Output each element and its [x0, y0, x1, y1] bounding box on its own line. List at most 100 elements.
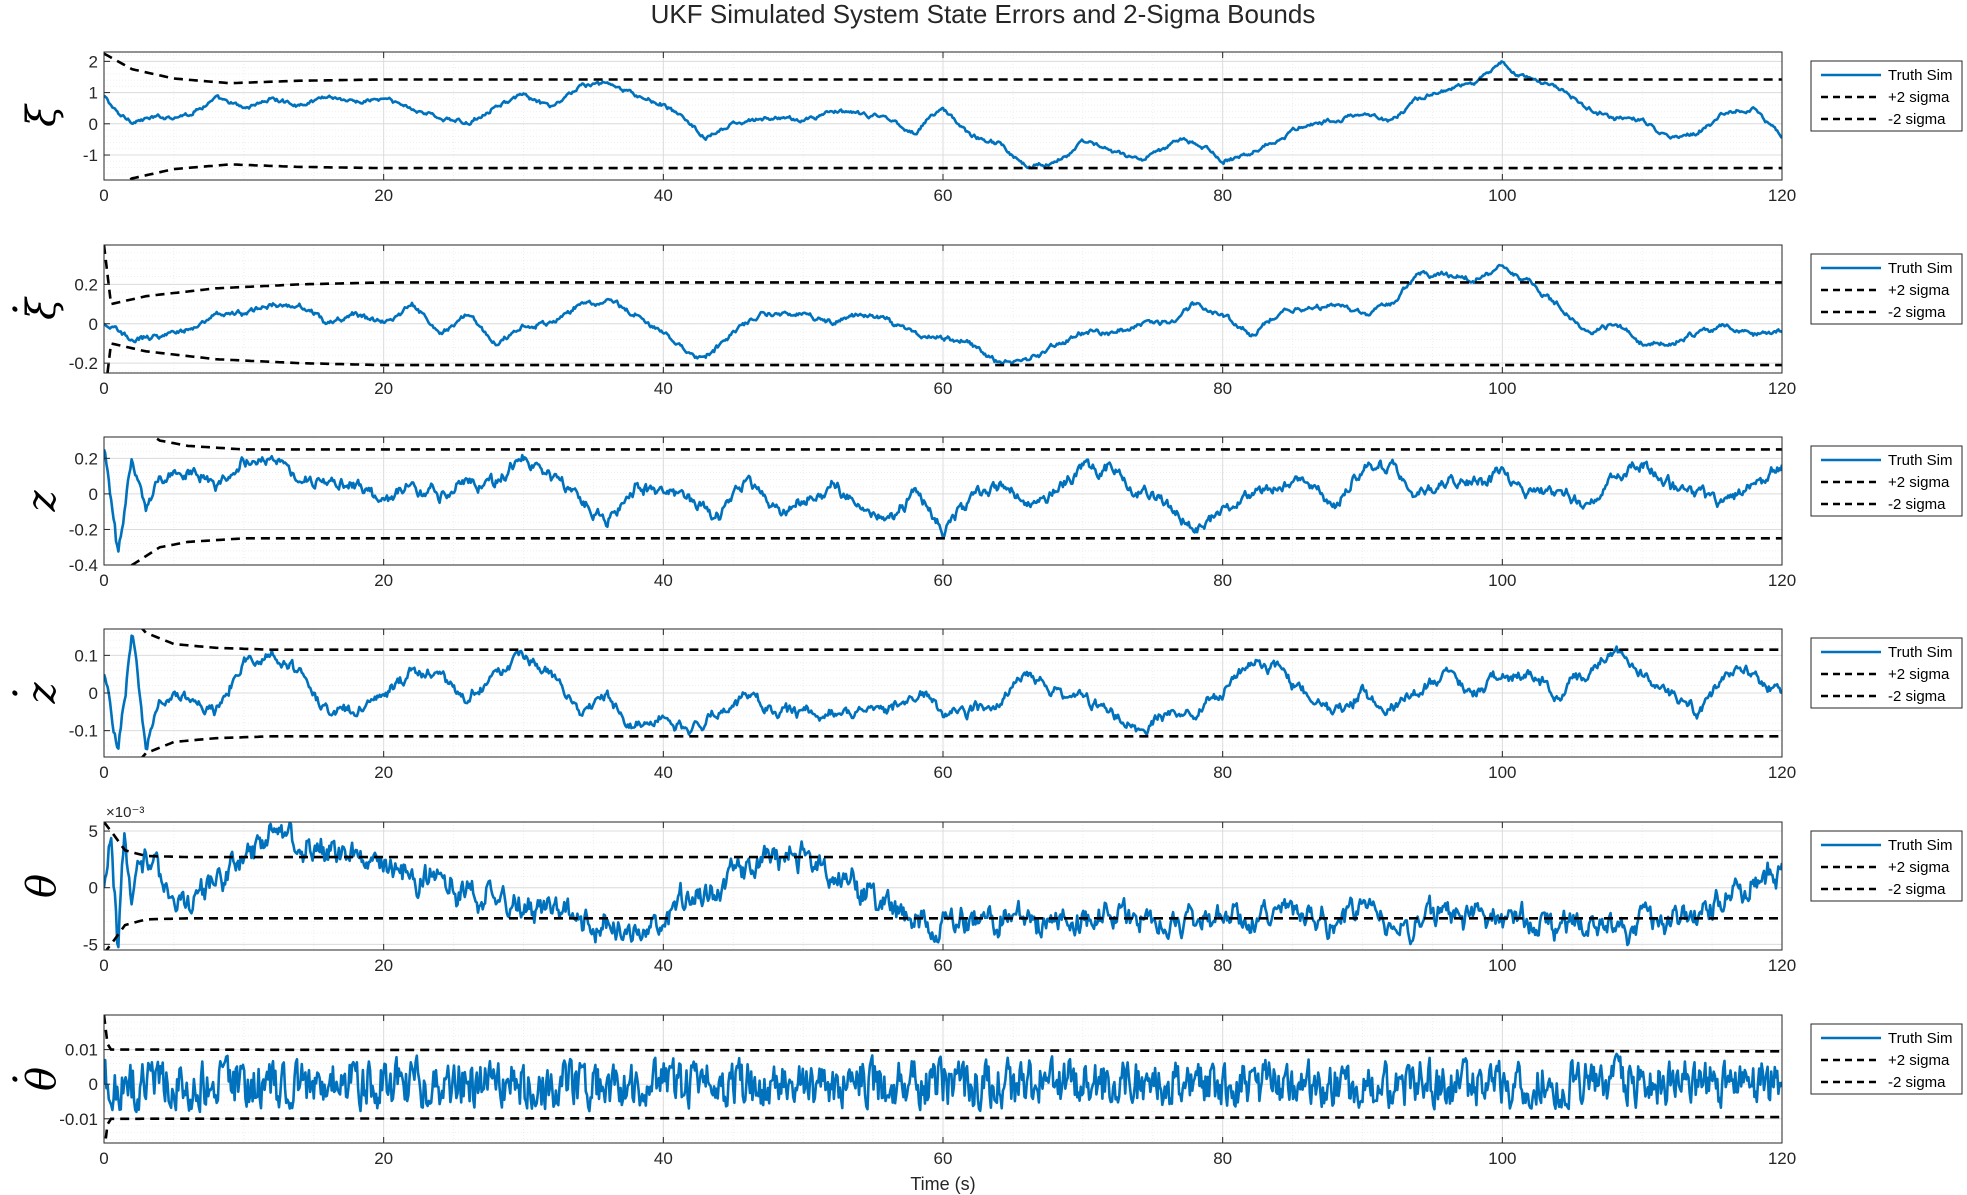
legend: Truth Sim +2 sigma -2 sigma: [1810, 830, 1963, 902]
x-tick-label: 80: [1213, 186, 1232, 205]
x-tick-label: 0: [99, 379, 108, 398]
x-tick-label: 100: [1488, 1149, 1516, 1168]
legend-label: -2 sigma: [1888, 1074, 1946, 1091]
legend: Truth Sim +2 sigma -2 sigma: [1810, 637, 1963, 709]
y-axis-label: θ: [19, 874, 65, 898]
y-axis-label: ξ: [19, 103, 65, 127]
y-tick-label: 0.1: [74, 646, 98, 665]
legend-label: Truth Sim: [1888, 452, 1952, 469]
y-tick-label: 2: [89, 52, 98, 71]
legend-entry-truth-sim: Truth Sim: [1821, 837, 1952, 854]
y-axis-label-accent: ·: [0, 303, 39, 316]
legend-entry-minus-2-sigma: -2 sigma: [1821, 111, 1946, 128]
x-tick-label: 20: [374, 1149, 393, 1168]
x-tick-label: 20: [374, 186, 393, 205]
series-plus-2-sigma: [140, 629, 1782, 651]
y-tick-label: 0: [89, 684, 98, 703]
x-tick-label: 80: [1213, 763, 1232, 782]
series-minus-2-sigma: [106, 341, 1782, 373]
series-group: [104, 52, 1782, 180]
x-tick-label: 120: [1768, 571, 1796, 590]
subplot-1: 0 20 40 60 80 100 120 -1 0 1 2 ξ Truth Sim +2 sigma -2…: [19, 51, 1963, 205]
y-axis-label: z: [19, 490, 65, 513]
x-tick-label: 0: [99, 956, 108, 975]
legend-label: +2 sigma: [1888, 859, 1950, 876]
legend-label: -2 sigma: [1888, 881, 1946, 898]
x-tick-label: 60: [934, 1149, 953, 1168]
x-tick-label: 40: [654, 571, 673, 590]
y-tick-label: -5: [83, 935, 98, 954]
legend-label: Truth Sim: [1888, 1030, 1952, 1047]
subplot-6: 0 20 40 60 80 100 120 -0.01 0 0.01θ· Truth Sim +2 s…: [0, 1014, 1963, 1168]
y-tick-label: 0: [89, 315, 98, 334]
x-tick-label: 20: [374, 763, 393, 782]
y-tick-label: -0.01: [59, 1110, 98, 1129]
legend-entry-plus-2-sigma: +2 sigma: [1821, 666, 1950, 683]
x-tick-label: 20: [374, 571, 393, 590]
legend-entry-truth-sim: Truth Sim: [1821, 644, 1952, 661]
legend-label: -2 sigma: [1888, 111, 1946, 128]
y-tick-label: -0.1: [69, 722, 98, 741]
y-exponent-label: ×10⁻³: [106, 804, 144, 821]
series-group: [104, 245, 1782, 373]
y-axis-label: θ: [19, 1067, 65, 1091]
major-grid: [103, 52, 1783, 180]
y-tick-label: -1: [83, 146, 98, 165]
x-tick-label: 60: [934, 379, 953, 398]
legend-label: +2 sigma: [1888, 1052, 1950, 1069]
legend-entry-plus-2-sigma: +2 sigma: [1821, 859, 1950, 876]
legend-label: -2 sigma: [1888, 304, 1946, 321]
y-axis-label-accent: ·: [0, 1073, 39, 1086]
x-tick-label: 100: [1488, 571, 1516, 590]
legend-entry-minus-2-sigma: -2 sigma: [1821, 304, 1946, 321]
legend-entry-minus-2-sigma: -2 sigma: [1821, 496, 1946, 513]
x-tick-label: 60: [934, 186, 953, 205]
series-plus-2-sigma: [151, 437, 1782, 451]
series-truth-sim: [104, 634, 1782, 751]
legend-entry-truth-sim: Truth Sim: [1821, 1030, 1952, 1047]
x-tick-label: 40: [654, 379, 673, 398]
x-tick-label: 40: [654, 186, 673, 205]
series-group: [104, 437, 1782, 565]
y-tick-label: 0.2: [74, 449, 98, 468]
series-minus-2-sigma: [104, 917, 1782, 950]
legend-label: +2 sigma: [1888, 474, 1950, 491]
x-tick-label: 120: [1768, 186, 1796, 205]
x-tick-label: 60: [934, 571, 953, 590]
y-tick-label: 5: [89, 822, 98, 841]
legend-entry-truth-sim: Truth Sim: [1821, 452, 1952, 469]
series-truth-sim: [104, 263, 1782, 365]
legend: Truth Sim +2 sigma -2 sigma: [1810, 445, 1963, 517]
legend-label: +2 sigma: [1888, 89, 1950, 106]
series-minus-2-sigma: [140, 735, 1782, 757]
series-plus-2-sigma: [104, 822, 1782, 859]
x-tick-label: 100: [1488, 763, 1516, 782]
y-axis-label: z: [19, 682, 65, 705]
x-tick-label: 0: [99, 1149, 108, 1168]
legend: Truth Sim +2 sigma -2 sigma: [1810, 60, 1963, 132]
series-group: [104, 822, 1782, 950]
x-tick-label: 60: [934, 956, 953, 975]
legend-entry-minus-2-sigma: -2 sigma: [1821, 1074, 1946, 1091]
x-tick-label: 120: [1768, 379, 1796, 398]
legend-label: Truth Sim: [1888, 67, 1952, 84]
x-tick-label: 0: [99, 186, 108, 205]
legend-label: +2 sigma: [1888, 282, 1950, 299]
legend-entry-plus-2-sigma: +2 sigma: [1821, 282, 1950, 299]
y-tick-label: 0.2: [74, 275, 98, 294]
x-tick-label: 80: [1213, 379, 1232, 398]
legend-entry-plus-2-sigma: +2 sigma: [1821, 89, 1950, 106]
series-minus-2-sigma: [126, 163, 1782, 180]
legend-label: Truth Sim: [1888, 260, 1952, 277]
x-tick-label: 0: [99, 571, 108, 590]
legend: Truth Sim +2 sigma -2 sigma: [1810, 253, 1963, 325]
x-tick-label: 100: [1488, 956, 1516, 975]
x-tick-label: 100: [1488, 379, 1516, 398]
x-tick-label: 40: [654, 956, 673, 975]
x-tick-label: 120: [1768, 956, 1796, 975]
series-truth-sim: [104, 822, 1782, 949]
legend-entry-minus-2-sigma: -2 sigma: [1821, 881, 1946, 898]
x-tick-label: 80: [1213, 956, 1232, 975]
x-tick-label: 0: [99, 763, 108, 782]
